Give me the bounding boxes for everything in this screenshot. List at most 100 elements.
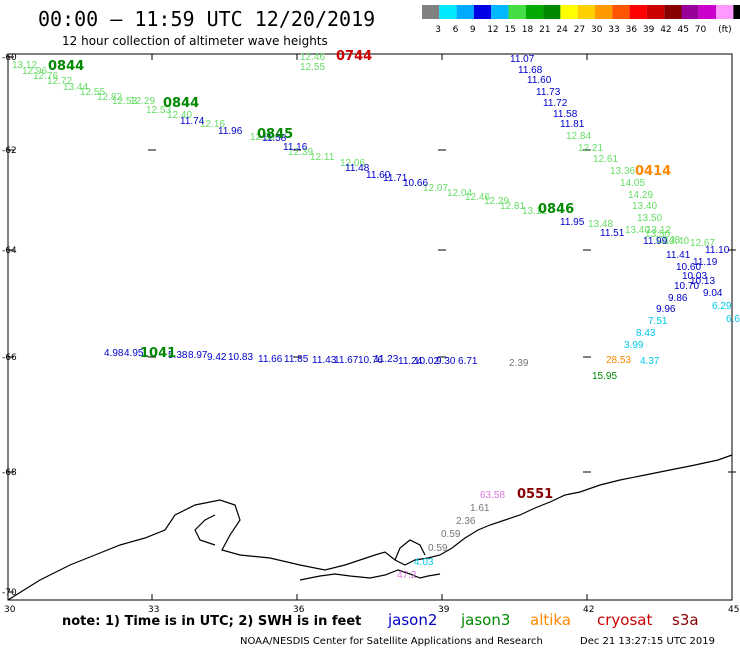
swh-value-jason3-dark: 15.95 <box>592 371 617 382</box>
swh-value-jason3: 12.84 <box>566 131 591 142</box>
lat-tick-label: -64 <box>2 246 17 256</box>
lon-tick-label: 39 <box>438 605 450 615</box>
scale-swatch <box>491 5 509 19</box>
footer-note: note: 1) Time is in UTC; 2) SWH is in fe… <box>62 614 361 629</box>
swh-value-jason3: 12.81 <box>500 201 525 212</box>
map-title: 00:00 — 11:59 UTC 12/20/2019 <box>38 7 375 31</box>
coastline-bay <box>194 514 216 546</box>
swh-value-jason3: 12.53 <box>146 105 171 116</box>
swh-value-lat66: 10.02 <box>414 356 439 367</box>
swh-value-jason3: 12.53 <box>112 96 137 107</box>
scale-swatch <box>612 5 630 19</box>
swh-value-cyan: 4.03 <box>414 557 434 568</box>
swh-value-cyan: 7.51 <box>648 316 668 327</box>
scale-swatch <box>473 5 492 19</box>
swh-value-jason3: 13.12 <box>522 206 547 217</box>
swh-value-lat66: 8.97 <box>188 350 208 361</box>
scale-swatch <box>716 5 734 19</box>
swh-value-jason3: 14.05 <box>620 178 645 189</box>
swh-value-gray: 2.36 <box>456 516 476 527</box>
swh-value-lat66: 11.24 <box>398 356 423 367</box>
swh-value-gray: 1.61 <box>470 503 490 514</box>
scale-label: 36 <box>626 25 638 35</box>
time-label-0845: 0845 <box>257 127 293 142</box>
color-scale-legend: 3 6 9 12 15 18 21 24 27 30 33 36 39 42 45 70 (ft) <box>422 5 740 35</box>
scale-label: 45 <box>678 25 689 35</box>
swh-value-jason3: 12.21 <box>578 143 603 154</box>
swh-value-jason2: 11.51 <box>600 228 625 239</box>
swh-value-jason2: 11.71 <box>383 173 408 184</box>
scale-unit: (ft) <box>718 25 732 35</box>
swh-value-jason3: 12.29 <box>484 196 509 207</box>
swh-value-jason3: 13.12 <box>12 60 37 71</box>
scale-label: 9 <box>470 25 476 35</box>
time-label-0744: 0744 <box>336 49 372 64</box>
swh-value-jason3: 12.82 <box>97 92 122 103</box>
swh-value-gray: 0.59 <box>428 543 448 554</box>
swh-value-lat66: 10.76 <box>358 355 383 366</box>
legend-jason2: jason2 <box>387 611 437 629</box>
legend-altika: altika <box>530 611 571 629</box>
pass-time-labels: 0844 0844 0845 0846 0744 0414 1041 0551 <box>48 49 671 502</box>
swh-value-jason2: 11.16 <box>283 142 308 153</box>
swh-value-lat66: 4.95 <box>124 348 144 359</box>
swh-value-jason3: 12.11 <box>310 152 335 163</box>
swh-value-jason3: 12.46 <box>465 192 490 203</box>
coastline-inlet <box>299 569 441 581</box>
lat-tick-label: -70 <box>2 588 17 598</box>
swh-value-lat66: 9.30 <box>436 356 456 367</box>
legend-s3a: s3a <box>672 611 699 629</box>
swh-value-altika: 28.53 <box>606 355 631 366</box>
scale-swatch <box>595 5 613 19</box>
time-label-0844-west: 0844 <box>48 59 84 74</box>
swh-value-jason3: 13.12 <box>646 225 671 236</box>
scale-swatch <box>560 5 578 19</box>
scale-label: 42 <box>660 25 671 35</box>
swh-value-jason3: 12.40 <box>167 110 192 121</box>
map-frame <box>7 53 733 601</box>
lat-tick-label: -66 <box>2 353 17 363</box>
swh-value-jason3: 13.50 <box>645 229 670 240</box>
swh-value-jason2: 10.13 <box>690 276 715 287</box>
scale-swatch <box>629 5 647 19</box>
time-label-0414: 0414 <box>635 164 671 179</box>
swh-value-jason3: 13.50 <box>637 213 662 224</box>
swh-value-jason3: 12.46 <box>300 52 325 63</box>
swh-value-jason2: 10.60 <box>676 262 701 273</box>
swh-value-jason3: 12.61 <box>593 154 618 165</box>
scale-label: 27 <box>574 25 585 35</box>
time-label-0551: 0551 <box>517 487 553 502</box>
swh-value-jason2: 11.68 <box>518 65 543 76</box>
swh-value-jason2: 11.99 <box>643 236 668 247</box>
scale-swatch <box>456 5 474 19</box>
swh-value-jason2: 11.81 <box>560 119 585 130</box>
swh-value-jason3: 13.40 <box>625 225 650 236</box>
swh-value-cyan: 6.29 <box>712 301 732 312</box>
swh-value-jason3: 12.67 <box>690 238 715 249</box>
swh-value-pink: 63.58 <box>480 490 505 501</box>
swh-value-jason3: 12.48 <box>655 235 680 246</box>
swh-value-jason2: 11.74 <box>180 116 205 127</box>
scale-label: 6 <box>453 25 459 35</box>
altimeter-tracks: 13.1212.9612.7612.7213.4412.5512.8212.53… <box>12 52 740 581</box>
swh-value-jason3: 13.44 <box>63 82 88 93</box>
coastline <box>7 454 733 601</box>
swh-value-jason3: 14.29 <box>628 190 653 201</box>
lat-tick-label: -60 <box>2 53 17 63</box>
swh-value-lat66: 4.98 <box>104 348 124 359</box>
scale-label: 70 <box>695 25 707 35</box>
scale-swatch <box>681 5 699 19</box>
scale-label: 15 <box>505 25 516 35</box>
swh-value-jason3: 13.48 <box>588 219 613 230</box>
scale-swatch <box>543 5 561 19</box>
swh-value-cyan: 4.37 <box>640 356 660 367</box>
swh-value-jason3: 12.55 <box>80 87 105 98</box>
swh-value-lat66: 11.66 <box>258 354 283 365</box>
scale-swatch <box>698 5 717 19</box>
swh-value-jason2: 11.60 <box>366 170 391 181</box>
map-subtitle: 12 hour collection of altimeter wave hei… <box>62 34 328 48</box>
legend-cryosat: cryosat <box>597 611 652 629</box>
graticule-ticks: 30 33 36 39 42 45 -60 -62 -64 -66 -68 -70 <box>2 53 739 615</box>
scale-swatch <box>439 5 457 19</box>
